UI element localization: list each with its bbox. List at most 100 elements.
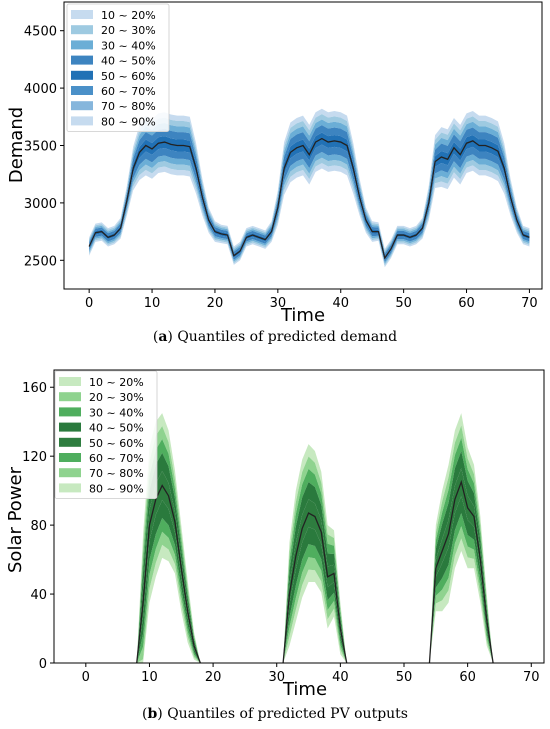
legend-label: 40 ~ 50% [89, 422, 144, 435]
x-tick-label: 30 [268, 670, 285, 685]
quantile-band-upper-0-3 [89, 125, 530, 257]
x-tick-label: 60 [458, 296, 475, 311]
legend-a: 10 ~ 20% 20 ~ 30% 30 ~ 40% 40 ~ 50% 50 ~ 60%… [66, 3, 170, 132]
x-tick-label: 40 [332, 296, 349, 311]
quantile-band-lower-0-1 [89, 157, 530, 266]
y-axis-label-b: Solar Power [5, 466, 26, 573]
y-tick-label: 3500 [24, 140, 57, 155]
legend-box [54, 370, 158, 499]
legend-label: 50 ~ 60% [101, 70, 156, 83]
quantile-band-lower-0-0 [89, 163, 530, 268]
quantile-band-center-0 [89, 132, 530, 260]
x-tick-label: 0 [82, 670, 90, 685]
quantile-band-lower-1-3 [283, 526, 347, 663]
x-tick-label: 50 [395, 296, 412, 311]
legend-swatch [71, 55, 93, 65]
legend-swatch [59, 422, 81, 432]
legend-label: 10 ~ 20% [89, 376, 144, 389]
median-line-0 [136, 484, 201, 664]
legend-b: 10 ~ 20% 20 ~ 30% 30 ~ 40% 40 ~ 50% 50 ~ 60%… [54, 370, 158, 499]
y-tick-label: 4500 [24, 25, 57, 40]
quantile-band-lower-0-3 [89, 144, 530, 263]
x-tick-label: 20 [207, 296, 224, 311]
legend-swatch [71, 70, 93, 80]
legend-swatch [59, 453, 81, 462]
legend-label: 80 ~ 90% [89, 482, 144, 495]
legend-swatch [59, 468, 81, 478]
legend-label: 20 ~ 30% [101, 24, 156, 37]
legend-swatch [59, 407, 81, 417]
legend-label: 10 ~ 20% [101, 9, 156, 22]
x-axis-label-a: Time [280, 305, 325, 326]
x-tick-label: 60 [459, 670, 476, 685]
y-axis-label-a: Demand [6, 107, 27, 183]
y-tick-label: 0 [39, 657, 47, 672]
y-ticks-b: 0 40 80 120 160 [22, 381, 54, 672]
caption-b-text: Quantiles of predicted PV outputs [167, 706, 408, 722]
x-ticks-b: 0 10 20 30 40 50 60 70 [82, 663, 540, 685]
x-tick-label: 50 [396, 670, 413, 685]
y-tick-label: 4000 [24, 82, 57, 97]
legend-swatch [71, 40, 93, 50]
y-tick-label: 120 [22, 450, 47, 465]
quantile-band-upper-0-3 [136, 452, 201, 663]
legend-label: 30 ~ 40% [101, 39, 156, 52]
x-ticks-a: 0 10 20 30 40 50 60 70 [85, 289, 538, 311]
quantile-band-lower-1-0 [283, 569, 347, 663]
legend-swatch [59, 437, 81, 447]
y-tick-label: 2500 [24, 254, 57, 269]
legend-swatch [59, 377, 81, 386]
caption-a-letter: a [158, 329, 168, 345]
plot-frame-b [53, 369, 545, 664]
x-tick-label: 10 [144, 296, 161, 311]
legend-swatch [71, 116, 93, 126]
x-tick-label: 20 [205, 670, 222, 685]
median-line-1 [282, 512, 348, 664]
y-ticks-a: 2500 3000 3500 4000 4500 [24, 25, 64, 269]
median-line-2 [428, 479, 494, 664]
legend-swatch [59, 483, 81, 493]
panel-a-demand-chart: 0 10 20 30 40 50 60 70 2500 3000 3500 4000 4500 Tim… [6, 1, 543, 326]
quantile-band-lower-2-0 [429, 538, 494, 663]
solar-median-line [136, 479, 494, 664]
legend-label: 50 ~ 60% [89, 437, 144, 450]
y-tick-label: 160 [22, 381, 47, 396]
quantile-band-upper-1-3 [283, 482, 347, 663]
y-tick-label: 40 [30, 588, 47, 603]
legend-swatch [71, 25, 93, 35]
x-tick-label: 70 [523, 670, 540, 685]
legend-label: 60 ~ 70% [101, 85, 156, 98]
legend-swatch [59, 392, 81, 402]
legend-label: 80 ~ 90% [101, 115, 156, 128]
caption-b: (b) Quantiles of predicted PV outputs [142, 706, 408, 722]
quantile-band-lower-2-2 [429, 513, 494, 663]
x-tick-label: 30 [270, 296, 287, 311]
x-axis-label-b: Time [282, 679, 327, 700]
caption-a: (a) Quantiles of predicted demand [152, 329, 398, 345]
caption-b-letter: b [147, 706, 158, 722]
legend-label: 20 ~ 30% [89, 391, 144, 404]
legend-box [66, 3, 170, 132]
median-line-0 [88, 137, 530, 260]
quantile-band-lower-0-3 [136, 499, 201, 663]
y-tick-label: 3000 [24, 197, 57, 212]
x-tick-label: 40 [332, 670, 349, 685]
quantile-band-center-0 [136, 470, 201, 663]
legend-swatch [71, 10, 93, 19]
quantile-band-lower-0-2 [136, 518, 201, 663]
panel-b-solar-chart: 0 10 20 30 40 50 60 70 0 40 80 120 160 Time Solar P… [5, 369, 545, 700]
x-tick-label: 0 [85, 296, 93, 311]
legend-swatch [71, 101, 93, 111]
y-tick-label: 80 [30, 519, 47, 534]
legend-label: 60 ~ 70% [89, 452, 144, 465]
legend-label: 70 ~ 80% [101, 100, 156, 113]
quantile-band-lower-0-1 [136, 531, 201, 663]
quantile-band-lower-0-2 [89, 152, 530, 264]
legend-label: 70 ~ 80% [89, 467, 144, 480]
quantile-band-lower-1-2 [283, 544, 347, 663]
x-tick-label: 10 [141, 670, 158, 685]
legend-label: 40 ~ 50% [101, 55, 156, 68]
legend-label: 30 ~ 40% [89, 406, 144, 419]
demand-median-line [88, 137, 530, 260]
